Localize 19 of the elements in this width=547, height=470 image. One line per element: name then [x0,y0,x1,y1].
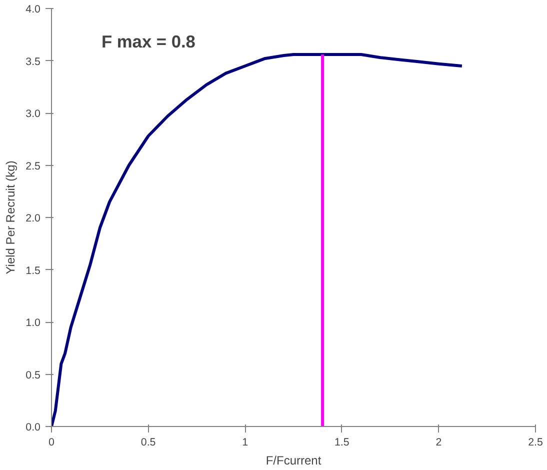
x-tick-label: 2.5 [528,436,543,448]
y-tick-label: 2.0 [26,212,41,224]
x-tick-label: 0.5 [140,436,156,448]
x-tick-label: 1.5 [334,436,350,448]
y-tick-label: 0.0 [26,422,41,434]
annotation: F max = 0.8 [102,32,196,52]
y-axis-title: Yield Per Recruit (kg) [4,160,18,274]
x-axis-title: F/Fcurrent [266,454,322,468]
y-tick-label: 0.5 [26,369,41,382]
x-tick-label: 0 [48,436,55,448]
x-tick-label: 1 [242,436,248,448]
y-tick-label: 4.0 [26,4,41,16]
y-tick-label: 1.0 [26,317,41,329]
y-tick-label: 3.5 [26,56,41,68]
y-tick-label: 3.0 [26,108,41,120]
x-tick-label: 2 [436,436,442,448]
y-tick-label: 2.5 [26,160,41,172]
line-series [52,52,464,426]
y-tick-label: 1.5 [26,264,41,277]
